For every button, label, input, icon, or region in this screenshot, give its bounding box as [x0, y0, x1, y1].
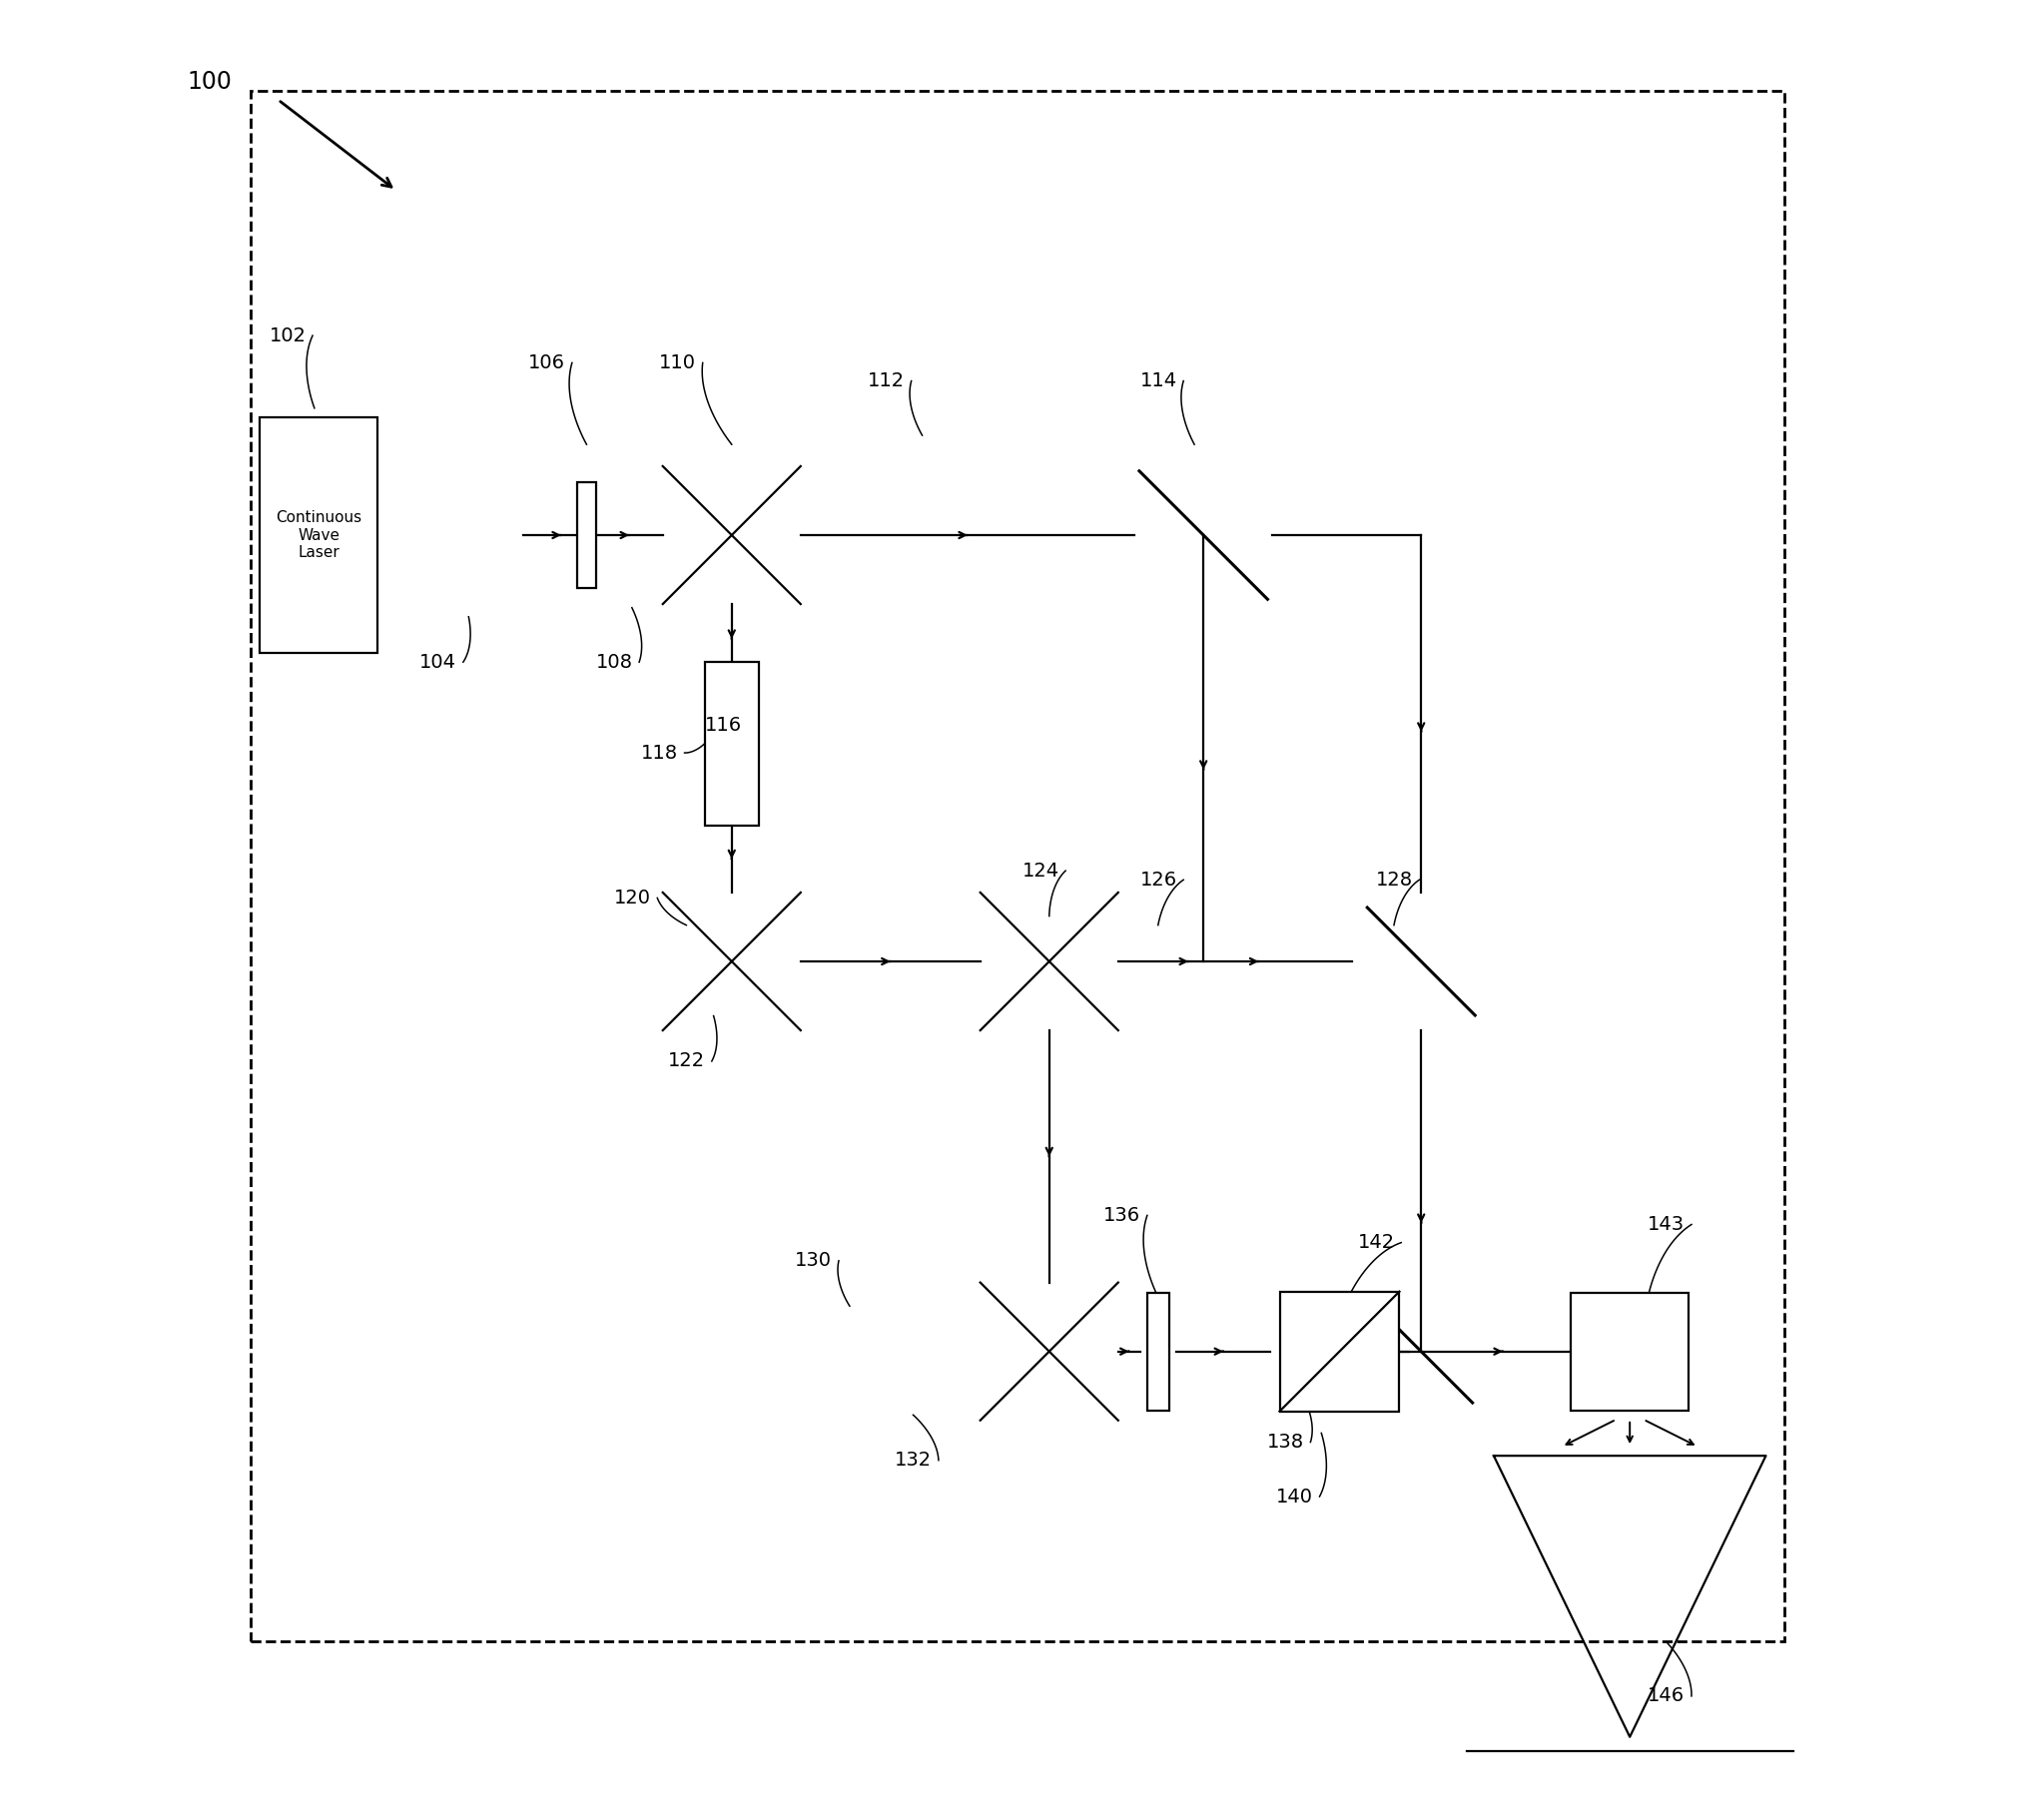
Text: 108: 108 [595, 653, 632, 671]
Text: 136: 136 [1104, 1206, 1141, 1224]
Text: 110: 110 [658, 354, 697, 372]
Bar [260, 417, 378, 653]
Text: 100: 100 [188, 69, 233, 94]
Text: 132: 132 [895, 1451, 932, 1469]
Bar [578, 483, 595, 588]
Text: 116: 116 [705, 717, 742, 735]
Text: 124: 124 [1022, 862, 1059, 880]
Text: 126: 126 [1141, 871, 1177, 889]
Bar [1572, 1292, 1688, 1411]
Text: 104: 104 [419, 653, 456, 671]
Text: 106: 106 [529, 354, 566, 372]
Text: 114: 114 [1141, 372, 1177, 390]
Text: Continuous
Wave
Laser: Continuous Wave Laser [276, 510, 362, 561]
Text: 140: 140 [1275, 1487, 1312, 1506]
Text: 102: 102 [270, 327, 307, 345]
Text: 138: 138 [1267, 1433, 1304, 1451]
Text: 112: 112 [869, 372, 905, 390]
Bar [1147, 1292, 1169, 1411]
Bar [1280, 1292, 1400, 1411]
Text: 142: 142 [1357, 1234, 1394, 1252]
Text: 130: 130 [795, 1252, 832, 1270]
Bar [251, 91, 1784, 1642]
Text: 118: 118 [642, 744, 679, 762]
Text: 120: 120 [613, 889, 650, 907]
Text: 122: 122 [668, 1052, 705, 1070]
Bar [705, 662, 758, 825]
Text: 128: 128 [1376, 871, 1412, 889]
Text: 143: 143 [1647, 1215, 1684, 1234]
Text: 146: 146 [1647, 1687, 1684, 1705]
